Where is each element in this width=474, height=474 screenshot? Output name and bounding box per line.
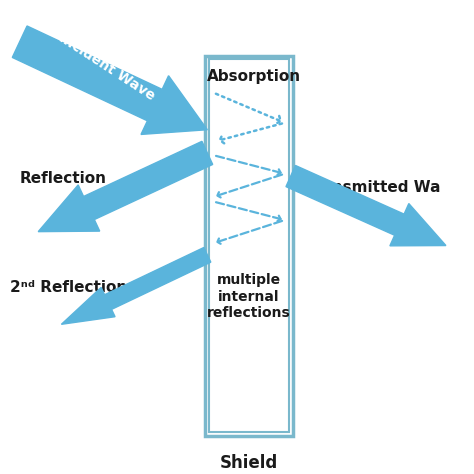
Bar — [209, 59, 289, 432]
Polygon shape — [12, 26, 207, 135]
Text: Transmitted Wa: Transmitted Wa — [305, 180, 440, 195]
Text: Shield: Shield — [220, 454, 278, 472]
Polygon shape — [286, 165, 446, 246]
Text: Reflection: Reflection — [20, 171, 107, 186]
Text: Incident Wave: Incident Wave — [57, 31, 158, 103]
Text: Absorption: Absorption — [207, 69, 301, 84]
Text: multiple
internal
reflections: multiple internal reflections — [207, 273, 291, 319]
Text: 2ⁿᵈ Reflection: 2ⁿᵈ Reflection — [10, 280, 128, 295]
Polygon shape — [38, 141, 213, 232]
Bar — [205, 55, 293, 436]
Polygon shape — [61, 247, 211, 324]
